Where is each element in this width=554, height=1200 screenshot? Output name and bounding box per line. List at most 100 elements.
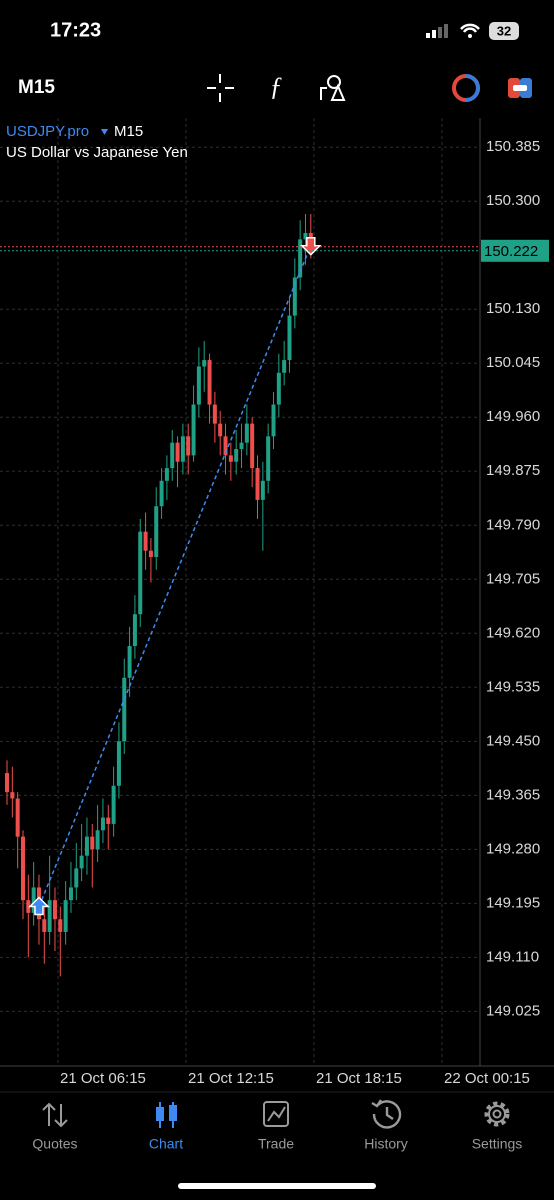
candle-body — [287, 315, 292, 361]
y-tick-label: 149.790 — [486, 516, 540, 533]
candle-body — [79, 855, 84, 869]
candle-body — [170, 442, 175, 469]
y-tick-label: 149.705 — [486, 570, 540, 587]
y-tick-label: 149.960 — [486, 408, 540, 425]
candle-body — [250, 423, 255, 469]
trade-button[interactable] — [508, 78, 532, 98]
home-indicator — [178, 1183, 376, 1189]
trade-icon[interactable] — [263, 1101, 289, 1127]
y-tick-label: 150.300 — [486, 192, 540, 209]
candle-body — [148, 550, 153, 558]
current-price-label: 150.222 — [484, 243, 538, 260]
candle-body — [68, 887, 73, 901]
toolbar-timeframe[interactable]: M15 — [18, 77, 55, 98]
chart-icon[interactable] — [156, 1102, 177, 1128]
x-tick-label: 21 Oct 12:15 — [188, 1070, 274, 1087]
y-tick-label: 149.365 — [486, 786, 540, 803]
one-click-button[interactable] — [452, 74, 480, 102]
candle-body — [138, 531, 143, 615]
candle-body — [122, 677, 127, 742]
candle-body — [180, 436, 185, 462]
y-tick-label: 150.130 — [486, 300, 540, 317]
candle-body — [90, 836, 95, 850]
candle-body — [10, 792, 15, 799]
candle-body — [154, 506, 159, 558]
settings-icon[interactable] — [484, 1101, 510, 1127]
candle-body — [276, 372, 281, 405]
wifi-icon — [460, 23, 480, 33]
x-tick-label: 21 Oct 06:15 — [60, 1070, 146, 1087]
y-tick-label: 149.875 — [486, 462, 540, 479]
candle-body — [292, 277, 297, 316]
candle-body — [106, 817, 111, 824]
nav-bar: Quotes Chart Trade History Settings — [32, 1136, 522, 1152]
candle-body — [271, 404, 276, 437]
candle-body — [244, 423, 249, 443]
nav-label[interactable]: Settings — [472, 1136, 523, 1152]
candle-body — [15, 798, 20, 837]
candle-body — [95, 830, 100, 850]
candle-body — [159, 480, 164, 507]
y-tick-label: 149.280 — [486, 840, 540, 857]
status-time: 17:23 — [50, 19, 101, 41]
nav-label[interactable]: Quotes — [32, 1136, 77, 1152]
trade-line — [38, 245, 312, 907]
objects-button[interactable] — [320, 75, 346, 101]
candle-body — [191, 404, 196, 456]
symbol-dropdown[interactable] — [101, 129, 108, 135]
candle-body — [63, 900, 68, 932]
nav-label[interactable]: Trade — [258, 1136, 294, 1152]
y-tick-label: 149.110 — [486, 948, 539, 965]
candle-body — [218, 423, 223, 437]
candle-body — [207, 360, 212, 405]
candle-body — [239, 442, 244, 450]
candle-body — [223, 436, 228, 456]
history-icon[interactable] — [371, 1099, 402, 1129]
indicators-button[interactable]: ƒ — [270, 72, 283, 101]
candle-body — [5, 773, 9, 793]
candle-body — [212, 404, 217, 424]
candle-body — [282, 360, 287, 373]
candle-body — [255, 468, 260, 500]
candle-body — [47, 900, 52, 932]
candle-body — [100, 817, 105, 831]
candle-body — [228, 455, 233, 462]
y-tick-label: 149.025 — [486, 1002, 540, 1019]
candle-body — [127, 646, 132, 678]
crosshair-button[interactable] — [207, 74, 234, 102]
y-tick-label: 150.045 — [486, 354, 540, 371]
candle-body — [164, 468, 169, 481]
quotes-icon[interactable] — [42, 1102, 68, 1128]
candle-body — [175, 442, 180, 462]
chart-timeframe: M15 — [114, 123, 143, 140]
battery-level: 32 — [497, 23, 511, 38]
candle-body — [266, 436, 271, 481]
candle-body — [143, 531, 148, 551]
y-tick-label: 149.450 — [486, 732, 540, 749]
y-tick-label: 149.195 — [486, 894, 540, 911]
signal-icon — [426, 24, 448, 38]
symbol-description: US Dollar vs Japanese Yen — [6, 144, 188, 161]
candle-body — [132, 614, 137, 647]
candle-body — [111, 785, 116, 824]
candle-body — [58, 919, 63, 932]
y-tick-label: 150.385 — [486, 138, 540, 155]
nav-label[interactable]: History — [364, 1136, 408, 1152]
candle-body — [20, 836, 25, 901]
nav-label[interactable]: Chart — [149, 1136, 183, 1152]
buy-arrow — [28, 896, 50, 916]
candle-body — [52, 900, 57, 920]
price-label-box — [481, 239, 549, 262]
candle-body — [303, 233, 308, 240]
sell-arrow — [299, 236, 322, 256]
candle-body — [298, 239, 303, 278]
candle-body — [74, 868, 79, 888]
candle-body — [42, 919, 47, 932]
symbol[interactable]: USDJPY.pro — [6, 123, 89, 140]
candle-body — [260, 480, 265, 500]
y-tick-label: 149.620 — [486, 624, 540, 641]
candle-body — [234, 449, 239, 462]
x-tick-label: 22 Oct 00:15 — [444, 1070, 530, 1087]
y-tick-label: 149.535 — [486, 678, 540, 695]
